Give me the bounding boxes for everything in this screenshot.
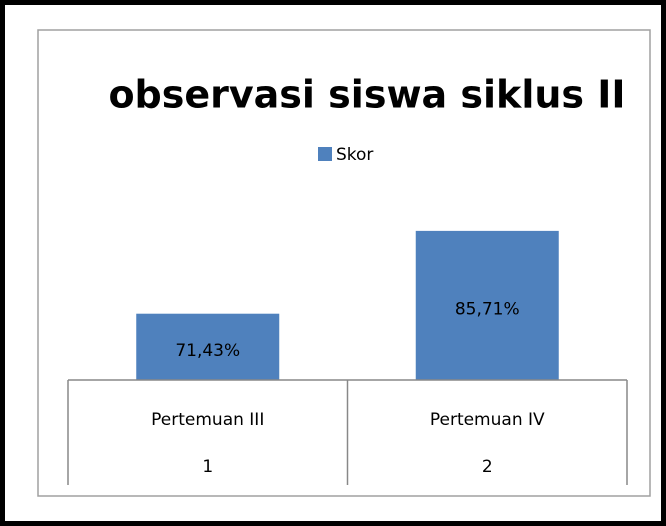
data-label: 85,71% bbox=[455, 299, 520, 319]
x-group-label: 2 bbox=[482, 457, 493, 477]
legend-swatch bbox=[318, 147, 332, 161]
bar bbox=[136, 313, 280, 380]
chart-title: observasi siswa siklus II bbox=[108, 73, 625, 117]
x-tick-label: Pertemuan IV bbox=[430, 410, 545, 430]
legend-label: Skor bbox=[336, 145, 373, 165]
x-tick-label: Pertemuan III bbox=[151, 410, 264, 430]
bar bbox=[415, 230, 559, 380]
x-group-label: 1 bbox=[202, 457, 213, 477]
data-label: 71,43% bbox=[175, 341, 240, 361]
